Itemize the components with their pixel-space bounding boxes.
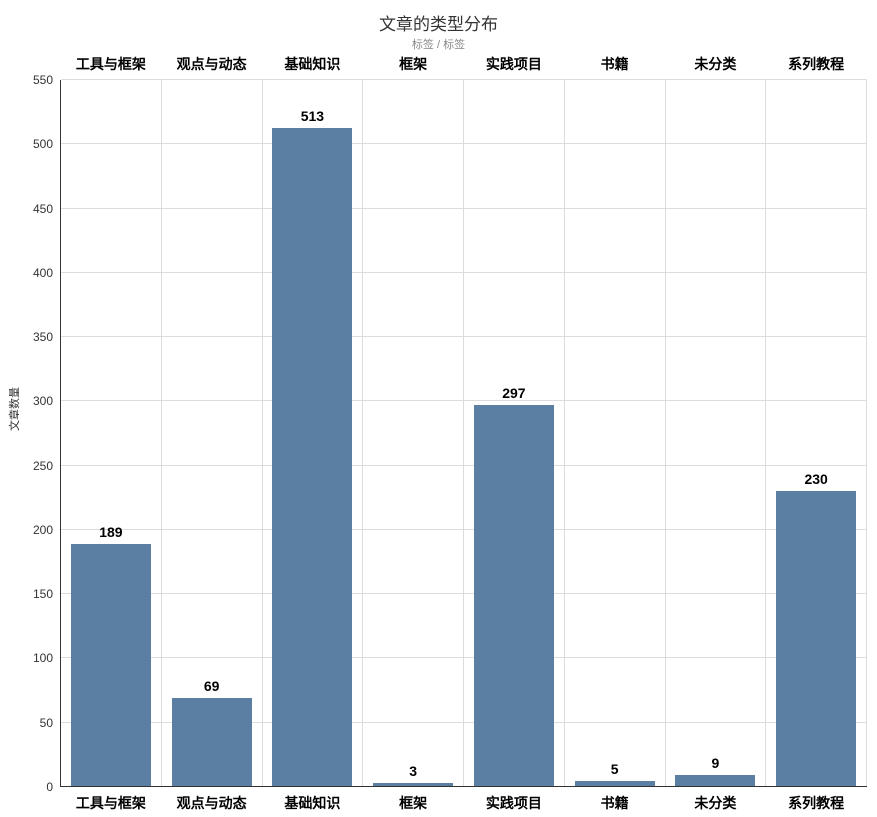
bar: 189 [71,544,151,787]
y-tick-label: 400 [33,266,61,280]
chart-column: 系列教程系列教程230 [766,80,867,787]
x-axis-baseline [61,786,867,787]
plot-area: 050100150200250300350400450500550 工具与框架工… [60,80,867,787]
bar-value-label: 69 [172,678,252,698]
chart-column: 书籍书籍5 [565,80,666,787]
column-header: 基础知识 [263,54,363,80]
column-header: 框架 [363,54,463,80]
bar: 297 [474,405,554,787]
column-footer: 工具与框架 [61,787,161,813]
y-tick-label: 250 [33,459,61,473]
column-header: 系列教程 [766,54,866,80]
bar: 513 [272,128,352,787]
column-header: 实践项目 [464,54,564,80]
chart-column: 框架框架3 [363,80,464,787]
bar: 230 [776,491,856,787]
y-axis-label: 文章数量 [6,387,22,431]
bar-value-label: 189 [71,524,151,544]
bar-value-label: 5 [575,761,655,781]
chart-column: 工具与框架工具与框架189 [61,80,162,787]
chart-column: 未分类未分类9 [666,80,767,787]
y-tick-label: 200 [33,523,61,537]
y-tick-label: 450 [33,202,61,216]
column-footer: 观点与动态 [162,787,262,813]
bar: 69 [172,698,252,787]
y-tick-label: 500 [33,137,61,151]
bar-value-label: 3 [373,763,453,783]
chart-column: 基础知识基础知识513 [263,80,364,787]
column-footer: 实践项目 [464,787,564,813]
y-tick-label: 550 [33,73,61,87]
column-header: 书籍 [565,54,665,80]
column-header: 工具与框架 [61,54,161,80]
column-footer: 框架 [363,787,463,813]
columns: 工具与框架工具与框架189观点与动态观点与动态69基础知识基础知识513框架框架… [61,80,867,787]
column-header: 未分类 [666,54,766,80]
column-footer: 书籍 [565,787,665,813]
chart-title: 文章的类型分布 [0,10,877,35]
column-footer: 未分类 [666,787,766,813]
y-tick-label: 0 [46,780,61,794]
y-tick-label: 150 [33,587,61,601]
bar-value-label: 9 [675,755,755,775]
y-tick-label: 50 [40,716,61,730]
bar-value-label: 513 [272,108,352,128]
y-tick-label: 100 [33,651,61,665]
y-tick-label: 300 [33,394,61,408]
bar-value-label: 297 [474,385,554,405]
y-tick-label: 350 [33,330,61,344]
chart-column: 实践项目实践项目297 [464,80,565,787]
column-footer: 基础知识 [263,787,363,813]
chart-column: 观点与动态观点与动态69 [162,80,263,787]
column-header: 观点与动态 [162,54,262,80]
column-footer: 系列教程 [766,787,866,813]
chart-subtitle: 标签 / 标签 [0,36,877,52]
bar-value-label: 230 [776,471,856,491]
bar-chart: 文章的类型分布 标签 / 标签 文章数量 0 50 100 150 200 250 300 3… [0,0,877,817]
